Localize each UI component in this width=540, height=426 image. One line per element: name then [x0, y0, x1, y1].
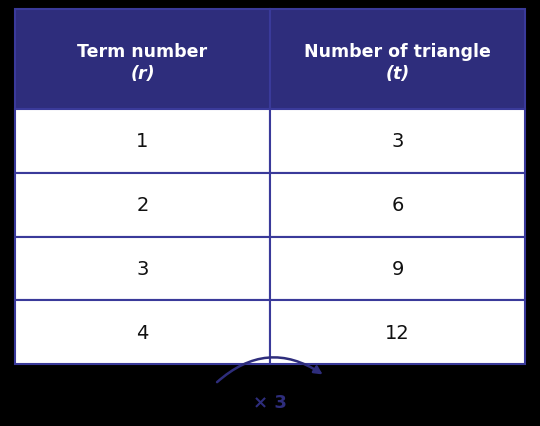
Text: (t): (t) [386, 65, 410, 83]
Text: 1: 1 [136, 132, 149, 151]
Bar [15, 110, 270, 173]
Text: 6: 6 [392, 196, 404, 215]
Bar [15, 173, 270, 237]
Bar [270, 237, 525, 301]
Bar [270, 173, 525, 237]
Bar [270, 10, 525, 110]
Text: 2: 2 [136, 196, 149, 215]
Bar [15, 301, 270, 364]
Bar [270, 301, 525, 364]
Text: Term number: Term number [77, 43, 207, 61]
Bar [270, 110, 525, 173]
Bar [15, 237, 270, 301]
Text: Number of triangle: Number of triangle [304, 43, 491, 61]
Text: 3: 3 [136, 259, 149, 278]
Text: 4: 4 [136, 323, 149, 342]
Text: 9: 9 [392, 259, 404, 278]
Text: 3: 3 [392, 132, 404, 151]
Bar [15, 10, 270, 110]
Text: × 3: × 3 [253, 393, 287, 411]
Text: 12: 12 [385, 323, 410, 342]
Text: (r): (r) [130, 65, 155, 83]
